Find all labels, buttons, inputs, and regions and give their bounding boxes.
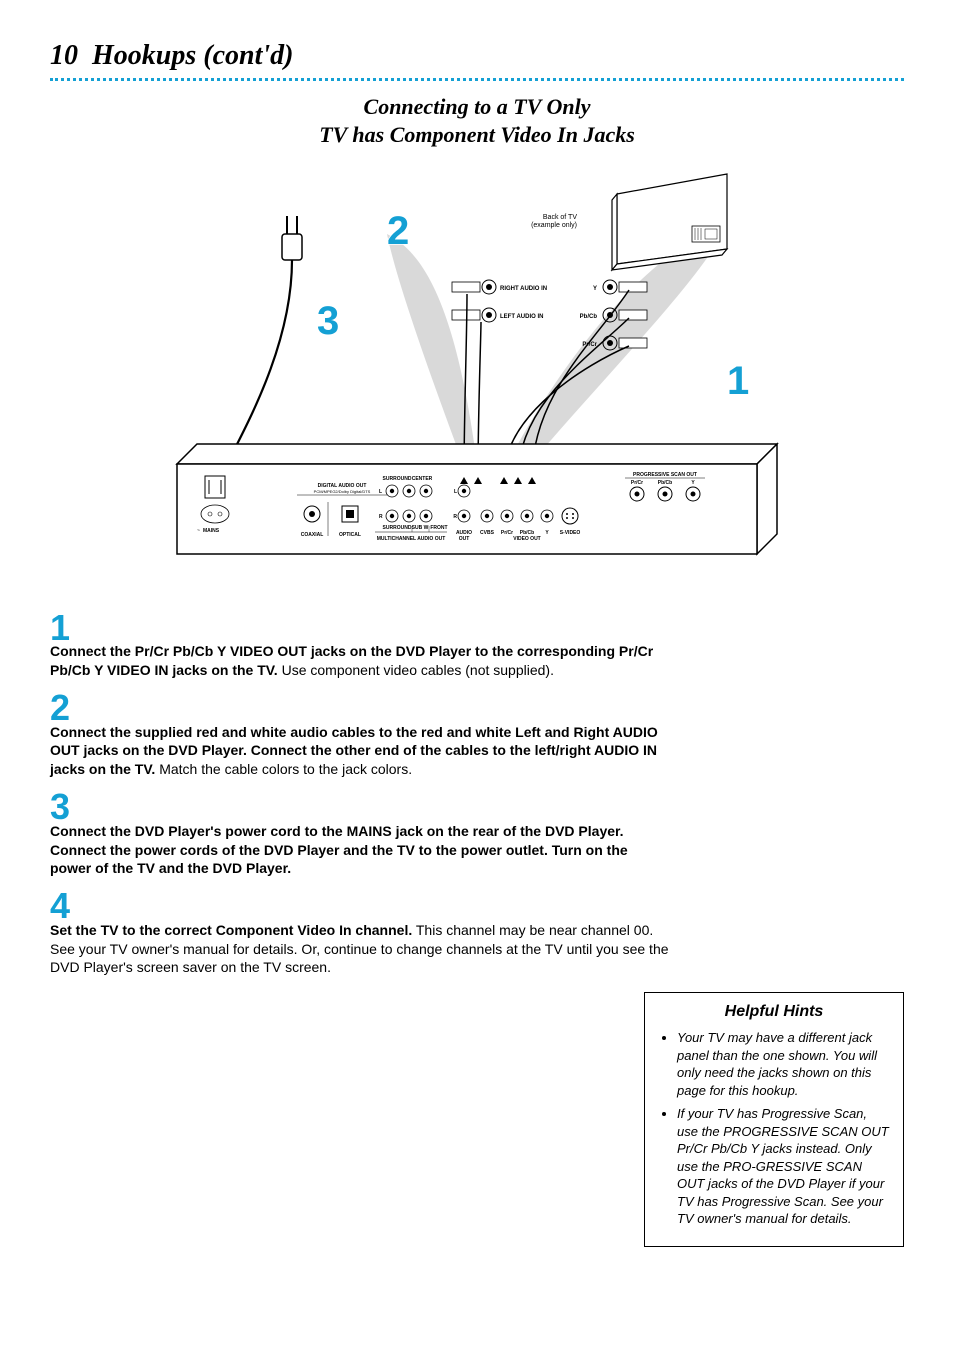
hint-item-1: Your TV may have a different jack panel … [677,1029,889,1099]
step-4-bold: Set the TV to the correct Component Vide… [50,922,412,938]
step-2-text: Connect the supplied red and white audio… [50,723,670,780]
tv-label-1: Back of TV [543,214,577,221]
optical-label: OPTICAL [339,532,361,538]
center-label: CENTER [412,476,433,482]
tv-label-2: (example only) [531,222,577,229]
callout-3: 3 [317,299,339,343]
step-3-bold: Connect the DVD Player's power cord to t… [50,823,628,877]
callout-swoosh-2 [387,234,477,474]
step-2: 2 Connect the supplied red and white aud… [50,692,670,779]
surround-label: SURROUND [383,476,412,482]
step-3-num: 3 [50,791,670,823]
dvd-rear-panel: ~ MAINS DIGITAL AUDIO OUT PCM/MPEG2/Dolb… [177,444,777,554]
hint-item-2: If your TV has Progressive Scan, use the… [677,1105,889,1228]
pbcb-out-label-2: VIDEO OUT [513,536,541,542]
audio-out-label-2: OUT [459,536,470,542]
mains-label: MAINS [203,528,220,534]
page-number: 10 [50,40,78,71]
r-label: R [379,514,383,520]
page-title: 10 Hookups (cont'd) [50,40,904,72]
tv-back [612,174,727,270]
subw-label: SUB W [412,525,429,531]
tv-y-label: Y [593,286,597,292]
step-1-text: Connect the Pr/Cr Pb/Cb Y VIDEO OUT jack… [50,642,670,680]
step-4: 4 Set the TV to the correct Component Vi… [50,890,670,977]
tv-pbcb-label: Pb/Cb [580,314,598,320]
coaxial-label: COAXIAL [301,532,324,538]
step-2-rest: Match the cable colors to the jack color… [155,761,412,777]
step-1: 1 Connect the Pr/Cr Pb/Cb Y VIDEO OUT ja… [50,612,670,680]
page-heading: Hookups (cont'd) [92,40,293,71]
step-3: 3 Connect the DVD Player's power cord to… [50,791,670,878]
multichannel-label: MULTICHANNEL AUDIO OUT [377,536,446,542]
subtitle-line-2: TV has Component Video In Jacks [319,122,635,147]
audio-l: L [454,489,457,495]
step-1-num: 1 [50,612,670,644]
helpful-hints-box: Helpful Hints Your TV may have a differe… [644,992,904,1247]
audio-r: R [453,514,457,520]
page-subtitle: Connecting to a TV Only TV has Component… [50,93,904,148]
digital-audio-sub-label: PCM/MPEG2/Dolby Digital/DTS [314,489,371,494]
tv-right-audio-label: RIGHT AUDIO IN [500,286,547,292]
page: 10 Hookups (cont'd) Connecting to a TV O… [0,0,954,1049]
callout-1: 1 [727,359,749,403]
tv-left-audio-label: LEFT AUDIO IN [500,314,543,320]
hookup-diagram: Back of TV (example only) RIGHT AUDIO IN… [167,164,787,584]
l-label: L [379,489,382,495]
prog-prcr-label: Pr/Cr [631,480,643,486]
step-4-num: 4 [50,890,670,922]
prcr-out-label: Pr/Cr [501,530,513,536]
prog-pbcb-label: Pb/Cb [658,480,672,486]
cvbs-label: CVBS [480,530,495,536]
surround-label-2: SURROUND [383,525,412,531]
hints-list: Your TV may have a different jack panel … [659,1029,889,1228]
svideo-label: S-VIDEO [560,530,581,536]
tv-prcr-label: Pr/Cr [582,342,597,348]
steps-list: 1 Connect the Pr/Cr Pb/Cb Y VIDEO OUT ja… [50,612,670,977]
step-2-num: 2 [50,692,670,724]
step-3-text: Connect the DVD Player's power cord to t… [50,822,670,879]
mains-sym: ~ [197,528,200,534]
front-label: FRONT [430,525,447,531]
step-1-rest: Use component video cables (not supplied… [278,662,554,678]
step-4-text: Set the TV to the correct Component Vide… [50,921,670,978]
hints-title: Helpful Hints [659,1003,889,1021]
prog-scan-label: PROGRESSIVE SCAN OUT [633,472,697,478]
dotted-rule [50,78,904,81]
diagram-svg: Back of TV (example only) RIGHT AUDIO IN… [167,164,787,584]
lower-content: 1 Connect the Pr/Cr Pb/Cb Y VIDEO OUT ja… [50,612,904,977]
subtitle-line-1: Connecting to a TV Only [364,94,591,119]
callout-2: 2 [387,209,409,253]
